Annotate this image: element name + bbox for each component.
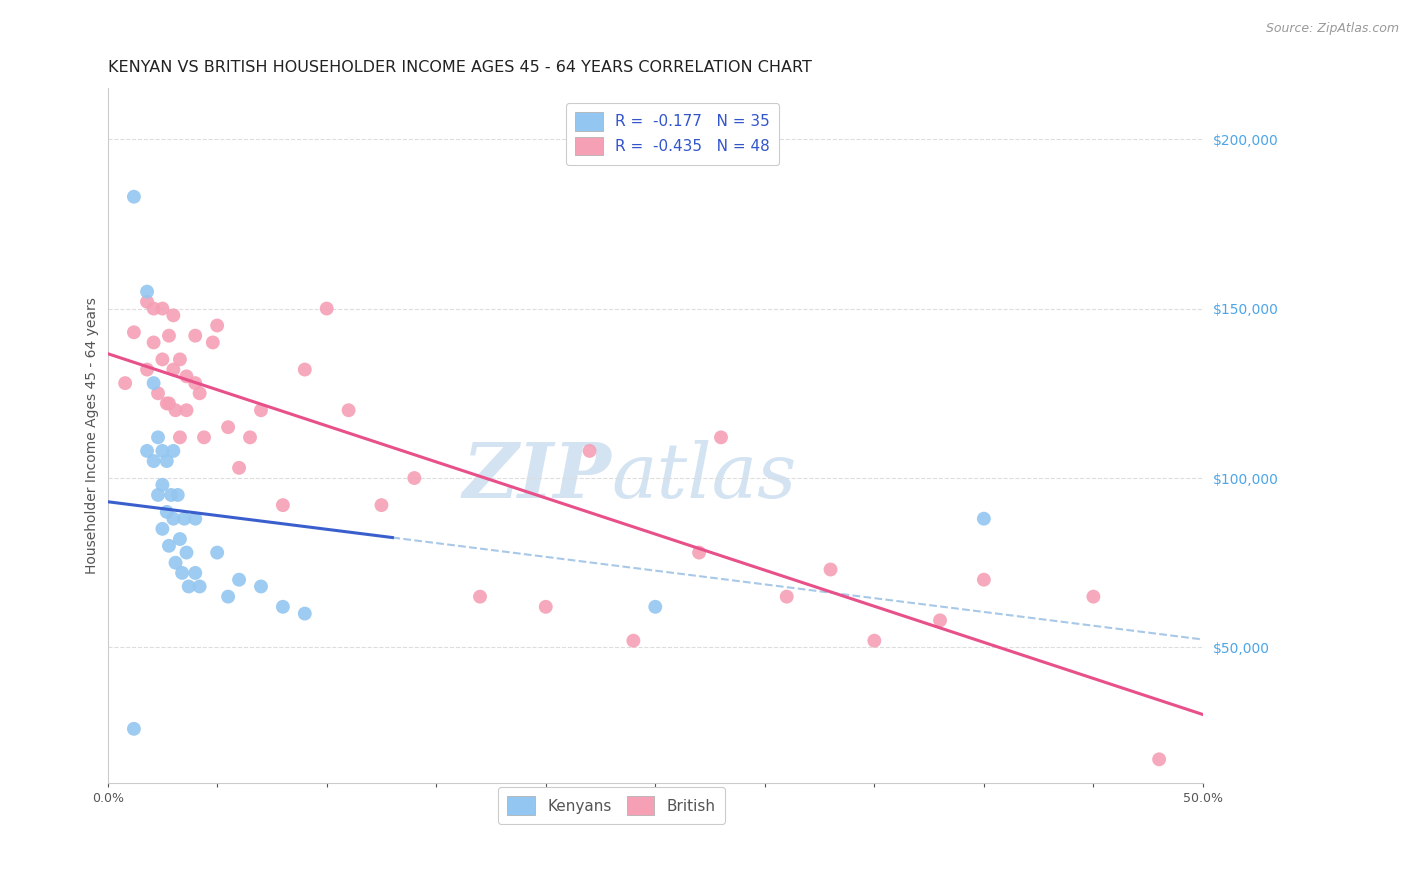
Point xyxy=(146,386,169,401)
Point xyxy=(122,190,145,204)
Point xyxy=(157,328,180,343)
Point xyxy=(228,460,250,475)
Legend: Kenyans, British: Kenyans, British xyxy=(498,787,724,824)
Point xyxy=(156,396,179,410)
Point xyxy=(250,579,273,593)
Point xyxy=(160,488,183,502)
Point xyxy=(188,386,211,401)
Point xyxy=(217,420,239,434)
Point xyxy=(315,301,337,316)
Point xyxy=(136,294,159,309)
Point xyxy=(644,599,666,614)
Point xyxy=(776,590,799,604)
Point xyxy=(337,403,360,417)
Point xyxy=(184,328,207,343)
Point xyxy=(156,454,179,468)
Point xyxy=(176,545,198,559)
Point xyxy=(184,511,207,525)
Point xyxy=(468,590,491,604)
Point xyxy=(165,403,187,417)
Point xyxy=(136,362,159,376)
Text: ZIP: ZIP xyxy=(463,441,612,515)
Point xyxy=(136,443,159,458)
Point xyxy=(122,326,145,340)
Point xyxy=(176,369,198,384)
Point xyxy=(271,599,294,614)
Point xyxy=(1147,752,1170,766)
Text: atlas: atlas xyxy=(612,441,797,515)
Point xyxy=(169,352,191,367)
Point xyxy=(152,477,174,491)
Point xyxy=(205,318,228,333)
Point xyxy=(184,566,207,580)
Point xyxy=(166,488,188,502)
Point xyxy=(157,396,180,410)
Point xyxy=(250,403,273,417)
Point xyxy=(294,607,316,621)
Point xyxy=(114,376,136,391)
Point xyxy=(973,511,995,525)
Point xyxy=(404,471,426,485)
Point xyxy=(142,335,165,350)
Point xyxy=(172,566,194,580)
Point xyxy=(157,539,180,553)
Point xyxy=(156,505,179,519)
Point xyxy=(217,590,239,604)
Point xyxy=(534,599,557,614)
Point xyxy=(578,443,600,458)
Point xyxy=(146,488,169,502)
Point xyxy=(201,335,224,350)
Point xyxy=(169,532,191,546)
Point xyxy=(177,579,200,593)
Point xyxy=(152,443,174,458)
Point xyxy=(162,362,184,376)
Point xyxy=(142,454,165,468)
Text: Source: ZipAtlas.com: Source: ZipAtlas.com xyxy=(1265,22,1399,36)
Point xyxy=(621,633,644,648)
Point xyxy=(271,498,294,512)
Point xyxy=(169,430,191,444)
Point xyxy=(973,573,995,587)
Point xyxy=(162,511,184,525)
Point xyxy=(239,430,262,444)
Point xyxy=(142,376,165,391)
Point xyxy=(162,309,184,323)
Point xyxy=(146,430,169,444)
Text: KENYAN VS BRITISH HOUSEHOLDER INCOME AGES 45 - 64 YEARS CORRELATION CHART: KENYAN VS BRITISH HOUSEHOLDER INCOME AGE… xyxy=(108,60,811,75)
Point xyxy=(152,522,174,536)
Point xyxy=(193,430,215,444)
Point xyxy=(863,633,886,648)
Point xyxy=(165,556,187,570)
Point xyxy=(152,352,174,367)
Point xyxy=(929,613,952,627)
Point xyxy=(152,301,174,316)
Point xyxy=(820,562,842,576)
Point xyxy=(1083,590,1105,604)
Point xyxy=(184,376,207,391)
Point xyxy=(688,545,710,559)
Point xyxy=(136,285,159,299)
Point xyxy=(122,722,145,736)
Point xyxy=(173,511,195,525)
Point xyxy=(228,573,250,587)
Point xyxy=(370,498,392,512)
Y-axis label: Householder Income Ages 45 - 64 years: Householder Income Ages 45 - 64 years xyxy=(86,297,100,574)
Point xyxy=(294,362,316,376)
Point xyxy=(188,579,211,593)
Point xyxy=(162,443,184,458)
Point xyxy=(142,301,165,316)
Point xyxy=(176,403,198,417)
Point xyxy=(710,430,733,444)
Point xyxy=(205,545,228,559)
